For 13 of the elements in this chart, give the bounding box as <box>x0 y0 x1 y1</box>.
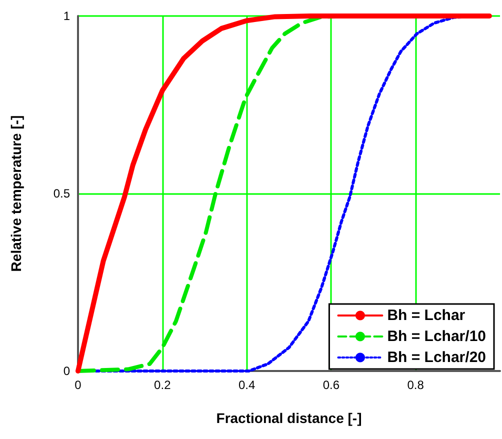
y-tick-label: 0 <box>63 364 70 378</box>
legend-label: Bh = Lchar/10 <box>387 328 486 345</box>
x-tick-label: 0.4 <box>238 378 256 392</box>
y-axis-title: Relative temperature [-] <box>8 115 24 272</box>
y-tick-label: 0.5 <box>53 186 70 200</box>
y-tick-label: 1 <box>63 9 70 23</box>
x-axis-title: Fractional distance [-] <box>216 410 362 426</box>
legend-label: Bh = Lchar/20 <box>387 349 486 366</box>
legend-label: Bh = Lchar <box>387 307 466 324</box>
x-tick-label: 0 <box>74 378 82 392</box>
x-tick-label: 0.6 <box>322 378 340 392</box>
x-tick-label: 0.2 <box>154 378 172 392</box>
x-tick-label: 0.8 <box>407 378 424 392</box>
